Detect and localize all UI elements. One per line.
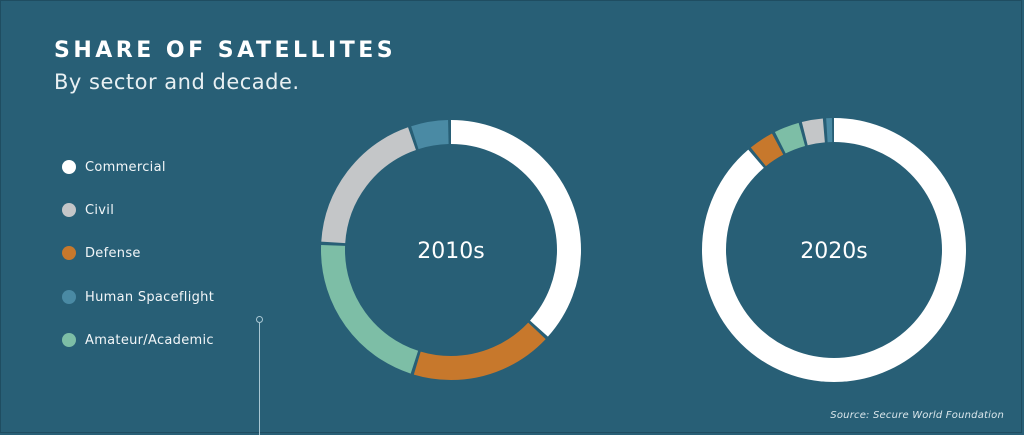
legend-swatch-civil [62,203,76,217]
legend-item-commercial: Commercial [62,158,166,176]
legend-label-commercial: Commercial [85,159,166,175]
donut-label-2020s: 2020s [800,239,867,264]
donut-label-2010s: 2010s [417,239,484,264]
slice-2020s-commercial [702,118,966,382]
legend-swatch-commercial [62,160,76,174]
legend-item-amateur-academic: Amateur/Academic [62,331,214,349]
source-note: Source: Secure World Foundation [830,410,1004,421]
legend-label-civil: Civil [85,202,115,218]
timeline-line [259,323,260,435]
donut-2020s: 2020s [702,118,966,382]
legend-swatch-defense [62,246,76,260]
chart-title: SHARE OF SATELLITES [54,38,397,63]
slice-2010s-amateur-academic [321,120,581,380]
legend-swatch-amateur-academic [62,333,76,347]
legend-label-defense: Defense [85,245,141,261]
legend-label-human-spaceflight: Human Spaceflight [85,289,215,305]
legend-item-human-spaceflight: Human Spaceflight [62,288,214,306]
legend-item-civil: Civil [62,201,114,219]
slice-2010s-defense [321,120,581,380]
donut-2010s: 2010s [321,120,581,380]
slice-2010s-commercial [321,120,581,380]
timeline-dot [256,316,263,323]
chart-subtitle: By sector and decade. [54,70,300,94]
legend-swatch-human-spaceflight [62,290,76,304]
legend-item-defense: Defense [62,244,141,262]
legend-label-amateur-academic: Amateur/Academic [85,332,214,348]
